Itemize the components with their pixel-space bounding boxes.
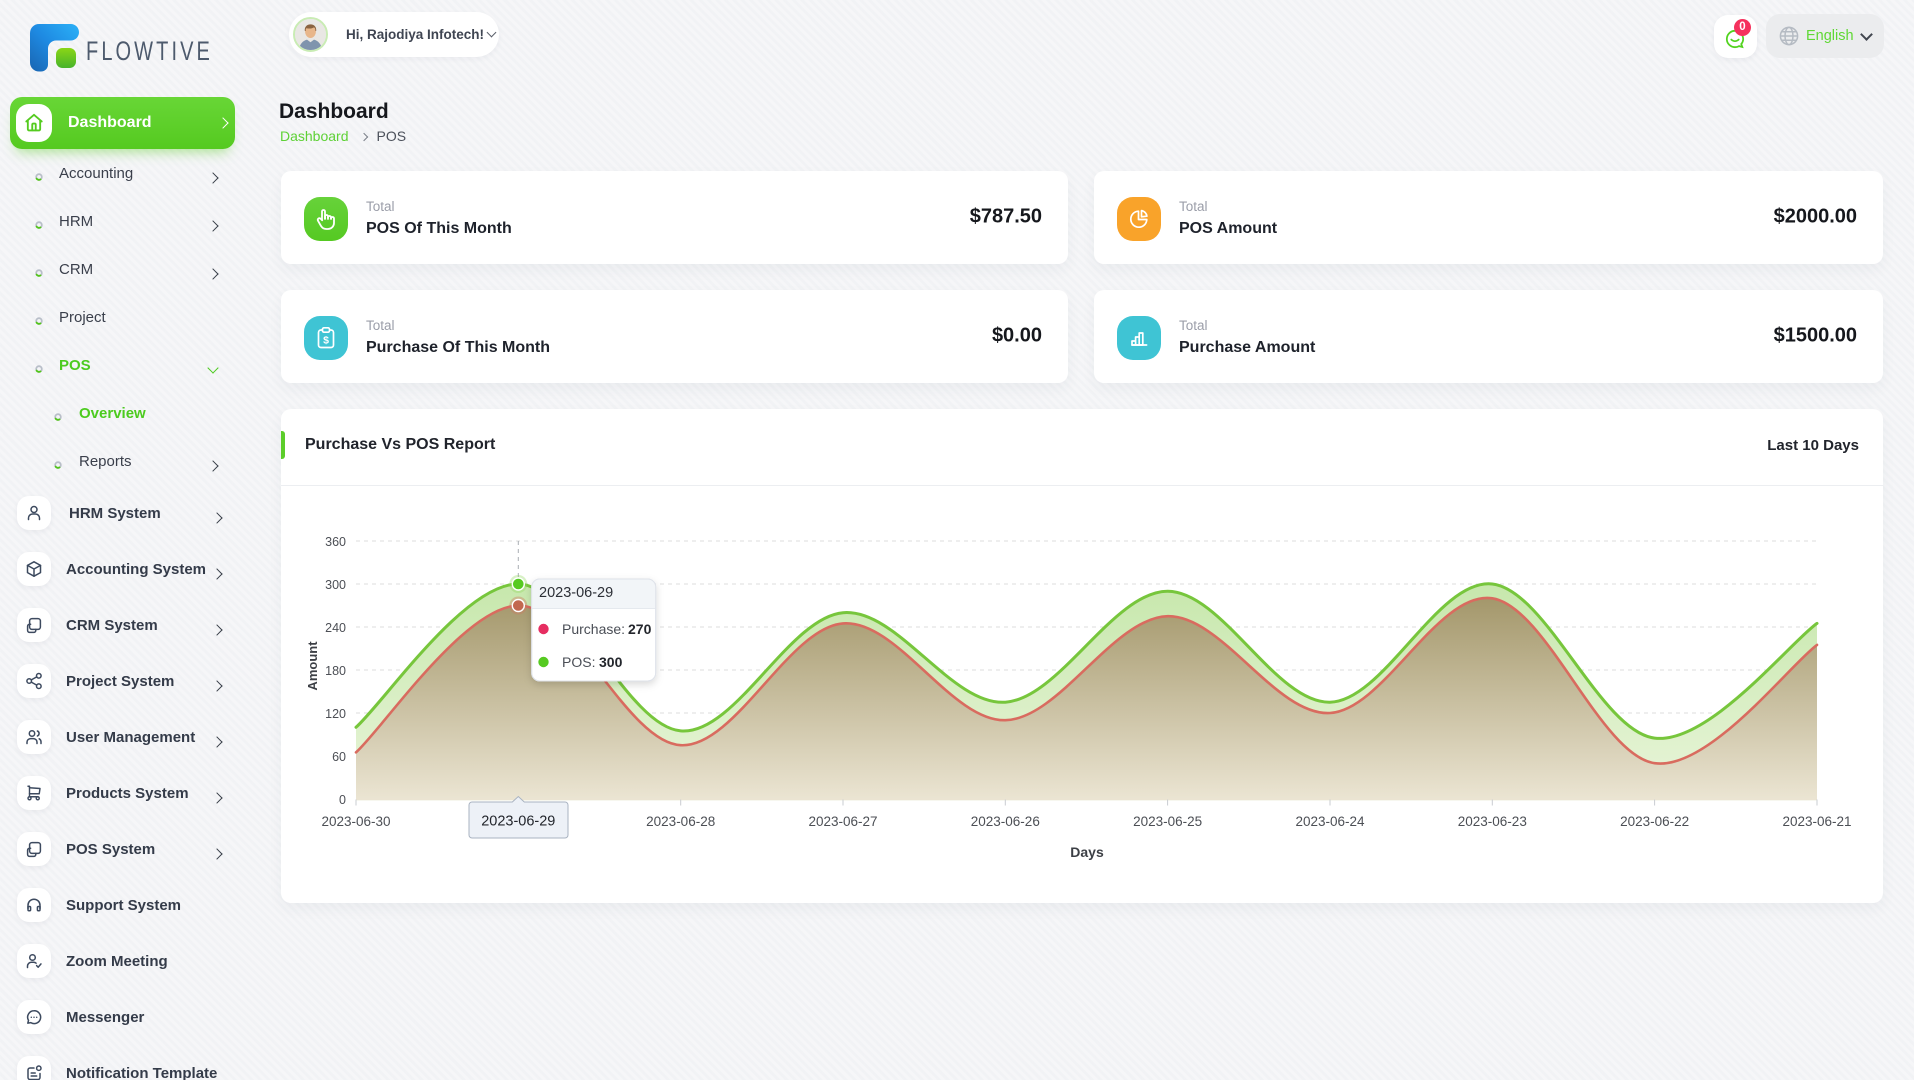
svg-text:2023-06-21: 2023-06-21: [1782, 814, 1851, 829]
svg-text:60: 60: [332, 750, 346, 764]
svg-text:Purchase:: Purchase:: [562, 621, 625, 637]
svg-text:2023-06-27: 2023-06-27: [808, 814, 877, 829]
svg-text:2023-06-25: 2023-06-25: [1133, 814, 1202, 829]
svg-text:2023-06-28: 2023-06-28: [646, 814, 715, 829]
svg-text:2023-06-29: 2023-06-29: [481, 814, 555, 830]
svg-text:2023-06-29: 2023-06-29: [539, 585, 613, 601]
svg-text:$: $: [323, 334, 329, 346]
svg-text:240: 240: [325, 621, 346, 635]
svg-text:0: 0: [339, 793, 346, 807]
svg-text:2023-06-24: 2023-06-24: [1295, 814, 1365, 829]
svg-text:360: 360: [325, 535, 346, 549]
svg-text:2023-06-22: 2023-06-22: [1620, 814, 1689, 829]
svg-text:2023-06-26: 2023-06-26: [971, 814, 1040, 829]
svg-text:300: 300: [325, 578, 346, 592]
svg-text:2023-06-23: 2023-06-23: [1458, 814, 1527, 829]
svg-text:Amount: Amount: [305, 641, 320, 691]
svg-text:120: 120: [325, 707, 346, 721]
svg-text:Days: Days: [1070, 844, 1104, 860]
svg-text:270: 270: [628, 621, 652, 637]
svg-text:300: 300: [599, 654, 623, 670]
svg-text:180: 180: [325, 664, 346, 678]
svg-text:POS:: POS:: [562, 654, 595, 670]
svg-text:2023-06-30: 2023-06-30: [321, 814, 390, 829]
